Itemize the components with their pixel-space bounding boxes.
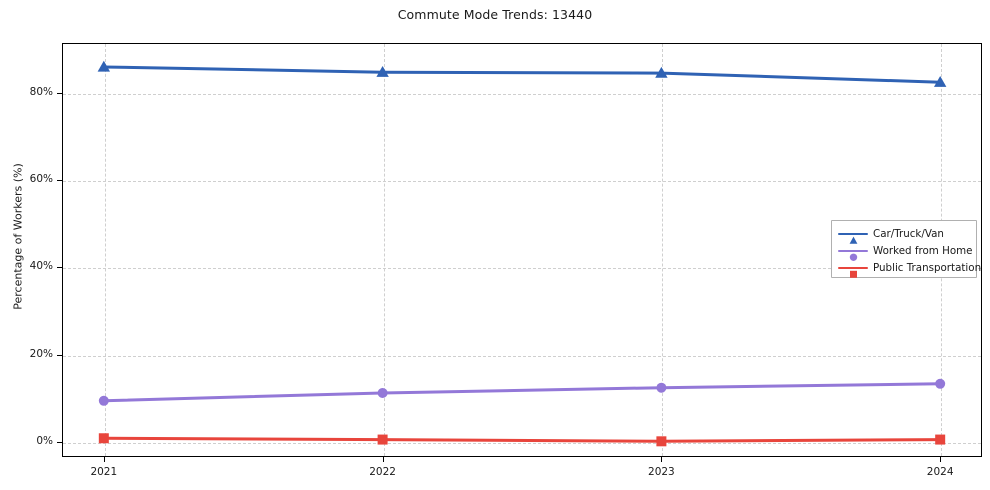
y-tick-label: 60% [29, 173, 53, 186]
y-tick-mark [57, 441, 62, 443]
legend-swatch-car-truck-van [838, 227, 868, 244]
x-tick-mark [382, 457, 384, 462]
y-tick-mark [57, 354, 62, 356]
chart-title: Commute Mode Trends: 13440 [397, 7, 593, 22]
y-gridline [63, 268, 981, 270]
circle-marker-icon [849, 247, 858, 266]
y-tick-mark [57, 267, 62, 269]
y-tick-label: 0% [36, 434, 53, 447]
legend-label-worked-from-home: Worked from Home [873, 244, 973, 257]
y-tick-mark [57, 180, 62, 182]
x-gridline [383, 44, 385, 456]
legend-label-public-transportation: Public Transportation [873, 261, 982, 274]
x-tick-label: 2021 [90, 466, 118, 478]
legend-item-car-truck-van[interactable]: Car/Truck/Van [838, 225, 970, 244]
y-gridline [63, 94, 981, 96]
legend-swatch-public-transportation [838, 261, 868, 278]
x-tick-mark [940, 457, 942, 462]
x-tick-label: 2024 [926, 466, 954, 478]
x-tick-label: 2023 [648, 466, 675, 478]
legend-item-worked-from-home[interactable]: Worked from Home [838, 242, 973, 261]
y-tick-label: 20% [29, 347, 53, 360]
x-tick-mark [661, 457, 663, 462]
y-gridline [63, 181, 981, 183]
legend-swatch-worked-from-home [838, 244, 868, 261]
triangle-marker-icon [849, 230, 858, 249]
y-tick-mark [57, 93, 62, 95]
y-tick-label: 80% [29, 86, 53, 99]
x-gridline [104, 44, 106, 456]
legend-item-public-transportation[interactable]: Public Transportation [838, 259, 981, 278]
chart-legend: Car/Truck/Van Worked from Home Public Tr… [831, 220, 981, 278]
y-tick-label: 40% [29, 260, 53, 273]
legend-label-car-truck-van: Car/Truck/Van [873, 227, 944, 240]
x-tick-label: 2022 [369, 466, 396, 478]
x-tick-mark [103, 457, 105, 462]
y-gridline [63, 355, 981, 357]
y-gridline [63, 442, 981, 444]
x-gridline [662, 44, 664, 456]
square-marker-icon [849, 264, 858, 283]
y-axis-title: Percentage of Workers (%) [11, 163, 25, 310]
